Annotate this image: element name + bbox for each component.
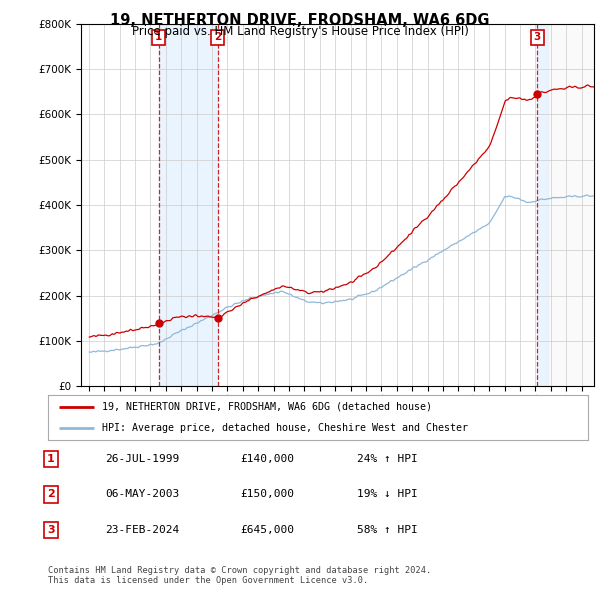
Bar: [548, 24, 594, 386]
Text: 06-MAY-2003: 06-MAY-2003: [105, 490, 179, 499]
Text: 19, NETHERTON DRIVE, FRODSHAM, WA6 6DG: 19, NETHERTON DRIVE, FRODSHAM, WA6 6DG: [110, 13, 490, 28]
Text: 24% ↑ HPI: 24% ↑ HPI: [357, 454, 418, 464]
Text: £150,000: £150,000: [240, 490, 294, 499]
Text: 1: 1: [155, 32, 162, 42]
Text: 19, NETHERTON DRIVE, FRODSHAM, WA6 6DG (detached house): 19, NETHERTON DRIVE, FRODSHAM, WA6 6DG (…: [102, 402, 432, 412]
Text: Price paid vs. HM Land Registry's House Price Index (HPI): Price paid vs. HM Land Registry's House …: [131, 25, 469, 38]
Text: 3: 3: [533, 32, 541, 42]
Bar: [548, 24, 594, 386]
Text: Contains HM Land Registry data © Crown copyright and database right 2024.
This d: Contains HM Land Registry data © Crown c…: [48, 566, 431, 585]
Text: £140,000: £140,000: [240, 454, 294, 464]
Text: HPI: Average price, detached house, Cheshire West and Chester: HPI: Average price, detached house, Ches…: [102, 423, 468, 433]
Text: 26-JUL-1999: 26-JUL-1999: [105, 454, 179, 464]
Text: 19% ↓ HPI: 19% ↓ HPI: [357, 490, 418, 499]
Bar: [538, 24, 548, 386]
Text: 2: 2: [47, 490, 55, 499]
Text: 3: 3: [47, 525, 55, 535]
Bar: [158, 24, 218, 386]
Text: £645,000: £645,000: [240, 525, 294, 535]
Text: 1: 1: [47, 454, 55, 464]
Text: 58% ↑ HPI: 58% ↑ HPI: [357, 525, 418, 535]
Text: 23-FEB-2024: 23-FEB-2024: [105, 525, 179, 535]
Text: 2: 2: [214, 32, 221, 42]
